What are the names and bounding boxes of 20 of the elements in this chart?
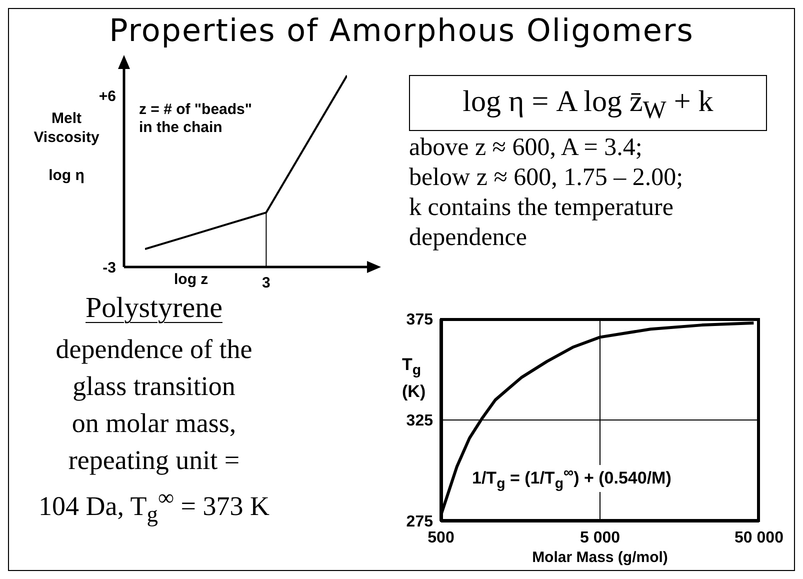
chart-title: Properties of Amorphous Oligomers — [108, 13, 695, 49]
text: Polystyrene — [84, 292, 224, 325]
x-axis-title: log z — [174, 271, 208, 288]
annotation: 1/T$_{g}$ = (1/T$_{g}$$^{∞}$) + (0.540/M) — [469, 465, 674, 492]
text: Melt Viscosity log η — [34, 110, 100, 184]
y-tick-label: 325 — [406, 412, 434, 430]
x-tick-label: 5 000 — [580, 529, 620, 546]
y-tick-label: +6 — [98, 88, 116, 105]
text: log η = A log z̄$_{W}$ + k — [409, 75, 767, 131]
y-tick-label: 375 — [406, 312, 434, 329]
y-tick-label: 275 — [406, 514, 434, 531]
x-tick-label: 50 000 — [734, 529, 784, 546]
y-tick-label: -3 — [102, 259, 116, 276]
x-tick-label: 500 — [428, 529, 454, 546]
annotation: z = # of "beads" in the chain — [139, 101, 252, 137]
x-tick-label: 3 — [262, 274, 270, 292]
y-axis-title: T$_{g}$ (K) — [402, 354, 427, 404]
text: dependence of the glass transition on molar mass, repeating unit = 104 Da, T$_{g}$$^{∞}$ = 373 K — [37, 333, 271, 528]
x-axis-title: Molar Mass (g/mol) — [531, 549, 669, 566]
text: above z ≈ 600, A = 3.4; below z ≈ 600, 1.75 – 2.00; k contains the temperature dependence — [409, 133, 684, 253]
